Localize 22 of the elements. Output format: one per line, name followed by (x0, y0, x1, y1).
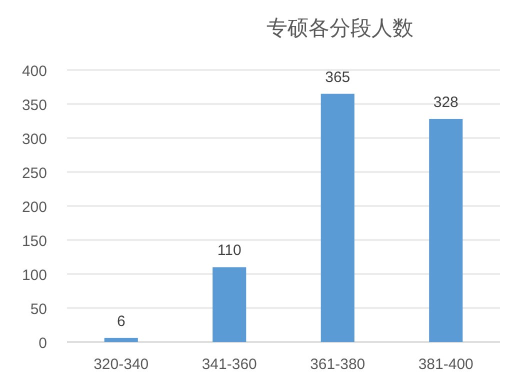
y-tick-label: 250 (22, 165, 47, 182)
y-tick-label: 150 (22, 233, 47, 250)
x-tick-label: 381-400 (418, 356, 474, 373)
y-tick-label: 300 (22, 131, 47, 148)
data-label: 365 (325, 68, 350, 86)
bar (212, 267, 246, 342)
bar (320, 94, 354, 342)
y-tick-label: 0 (38, 335, 47, 352)
bar (429, 118, 463, 342)
data-label: 110 (217, 242, 242, 260)
bar (104, 338, 138, 342)
x-tick-label: 320-340 (94, 356, 149, 373)
x-tick-label: 341-360 (202, 356, 257, 373)
y-tick-label: 350 (22, 97, 47, 114)
chart-title: 专硕各分段人数 (266, 17, 414, 40)
x-tick-label: 361-380 (310, 356, 366, 373)
y-tick-label: 100 (22, 267, 47, 284)
y-tick-label: 400 (22, 63, 47, 80)
y-tick-label: 200 (22, 199, 47, 216)
data-label: 328 (433, 94, 458, 111)
data-label: 6 (116, 312, 126, 330)
y-tick-label: 50 (30, 301, 47, 318)
